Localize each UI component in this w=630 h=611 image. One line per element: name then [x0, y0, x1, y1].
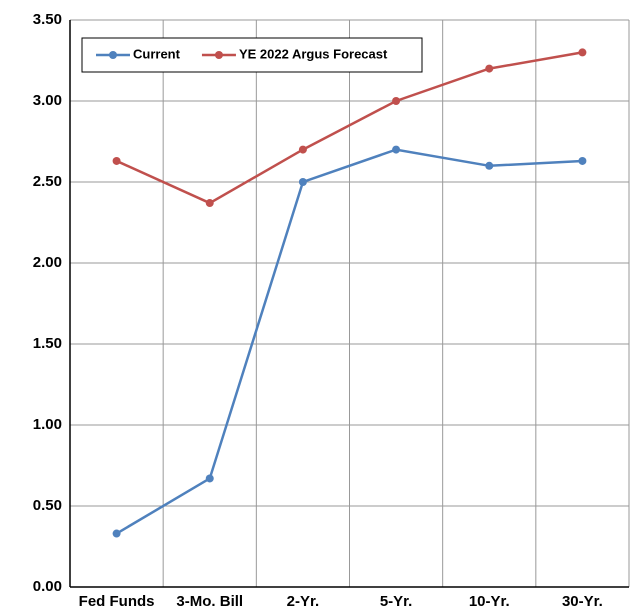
point: [112, 156, 121, 165]
point: [485, 161, 494, 170]
x-tick-label: 30-Yr.: [562, 593, 603, 610]
legend-label: Current: [133, 46, 181, 61]
y-tick-label: 0.00: [33, 578, 62, 595]
point: [485, 64, 494, 73]
point: [392, 97, 401, 105]
y-tick-label: 3.00: [33, 92, 62, 109]
point: [578, 156, 587, 165]
point: [112, 529, 121, 538]
x-tick-label: Fed Funds: [79, 593, 155, 610]
y-tick-label: 0.50: [33, 497, 62, 514]
y-tick-label: 1.00: [33, 416, 62, 433]
x-tick-label: 5-Yr.: [380, 593, 413, 610]
point: [205, 474, 214, 483]
point: [392, 145, 401, 154]
legend-marker: [109, 51, 117, 59]
point: [205, 199, 214, 208]
y-tick-label: 3.50: [33, 11, 62, 28]
point: [298, 178, 307, 186]
point: [578, 48, 587, 57]
legend-box: [81, 37, 423, 73]
legend-marker: [214, 51, 223, 59]
legend-label: YE 2022 Argus Forecast: [239, 46, 388, 61]
x-tick-label: 3-Mo. Bill: [176, 593, 243, 610]
y-tick-label: 1.50: [33, 335, 62, 352]
x-tick-label: 10-Yr.: [469, 593, 510, 610]
series-line: [115, 148, 583, 535]
point: [298, 145, 307, 154]
series-line: [116, 51, 583, 205]
y-tick-label: 2.00: [33, 254, 62, 271]
x-tick-label: 2-Yr.: [287, 593, 320, 610]
y-tick-label: 2.50: [33, 173, 62, 190]
